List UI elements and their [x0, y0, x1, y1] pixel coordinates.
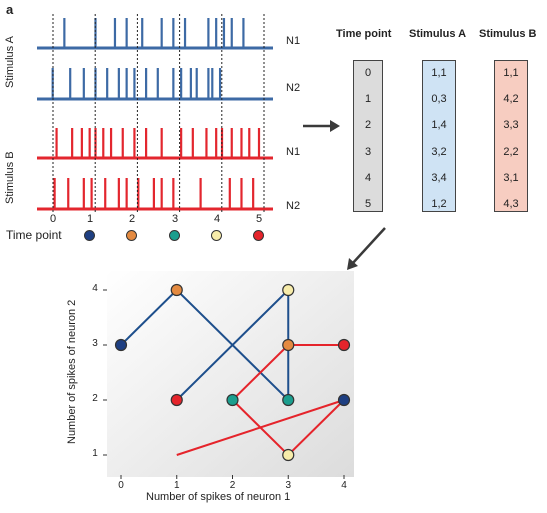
- neuron-label-b-n2: N2: [286, 200, 301, 212]
- time-point-marker: [337, 338, 351, 352]
- arrow-to-table-head: [330, 120, 340, 132]
- time-point-dot-1: [126, 230, 137, 241]
- time-tick-5: 5: [255, 213, 263, 225]
- x-tick-label: 0: [118, 480, 124, 491]
- trajectory-line: [120, 287, 290, 403]
- time-point-dot-4: [253, 230, 264, 241]
- stimulus-b-cell: 3,1: [503, 171, 519, 184]
- trajectory-line: [176, 344, 345, 457]
- time-point-caption: Time point: [6, 228, 62, 242]
- table-header-time-point: Time point: [336, 28, 392, 40]
- stimulus-a-cell: 3,2: [431, 145, 447, 158]
- time-point-cell: 5: [364, 198, 372, 210]
- y-axis-label: Number of spikes of neuron 2: [66, 299, 78, 444]
- stimulus-b-cell: 3,3: [503, 119, 519, 132]
- stimulus-b-cell: 2,2: [503, 145, 519, 158]
- arrow-to-plot: [351, 227, 386, 265]
- time-tick-2: 2: [128, 213, 136, 225]
- stimulus-b-cell: 1,1: [503, 67, 519, 79]
- y-tick-label: 1: [92, 448, 98, 459]
- time-point-marker: [282, 393, 295, 407]
- x-tick-label: 3: [285, 480, 292, 491]
- x-tick-label: 4: [341, 480, 347, 491]
- time-point-column-box: [353, 60, 383, 212]
- stimulus-a-cell: 3,4: [431, 171, 447, 184]
- spike-raster: [37, 14, 273, 214]
- time-tick-0: 0: [49, 213, 57, 225]
- time-point-marker: [282, 448, 295, 462]
- y-tick-label: 2: [92, 393, 98, 404]
- stimulus-b-cell: 4,2: [503, 93, 519, 106]
- time-tick-1: 1: [86, 213, 94, 225]
- time-point-marker: [282, 338, 295, 352]
- y-tick-label: 4: [92, 283, 98, 294]
- x-axis-label: Number of spikes of neuron 1: [146, 491, 291, 503]
- stimulus-b-cell: 4,3: [503, 198, 519, 210]
- stimulus-a-cell: 0,3: [431, 93, 447, 106]
- time-tick-3: 3: [171, 213, 179, 225]
- y-tick-label: 3: [92, 338, 98, 349]
- x-tick-label: 2: [229, 480, 236, 491]
- time-point-cell: 0: [364, 67, 372, 79]
- x-tick-label: 1: [173, 480, 180, 491]
- time-point-marker: [337, 393, 351, 407]
- neuron-label-b-n1: N1: [286, 146, 301, 158]
- time-point-marker: [114, 338, 128, 352]
- time-point-dot-2: [169, 230, 180, 241]
- time-point-cell: 1: [364, 93, 372, 106]
- time-point-dot-3: [211, 230, 222, 241]
- time-point-cell: 2: [364, 119, 372, 132]
- time-point-marker: [282, 283, 295, 297]
- stimulus-a-cell: 1,2: [431, 198, 447, 210]
- panel-label: a: [6, 2, 14, 17]
- time-point-cell: 4: [364, 171, 372, 184]
- plot-background: [107, 271, 354, 477]
- stimulus-b-column-box: [494, 60, 528, 212]
- stimulus-a-column-box: [422, 60, 456, 212]
- neuron-label-a-n1: N1: [286, 35, 301, 47]
- stimulus-a-cell: 1,1: [431, 67, 447, 79]
- time-point-marker: [170, 283, 183, 297]
- time-point-marker: [226, 393, 239, 407]
- flow-arrows: [303, 120, 386, 270]
- time-point-cell: 3: [364, 145, 372, 158]
- time-point-marker: [170, 393, 183, 407]
- neuron-label-a-n2: N2: [286, 82, 301, 94]
- time-tick-4: 4: [213, 213, 221, 225]
- stimulus-a-cell: 1,4: [431, 119, 447, 132]
- table-header-stimulus-a: Stimulus A: [409, 28, 467, 40]
- arrow-to-plot-head: [347, 258, 358, 270]
- plot-marks: [103, 283, 351, 479]
- table-header-stimulus-b: Stimulus B: [479, 28, 537, 40]
- time-point-dot-0: [84, 230, 95, 241]
